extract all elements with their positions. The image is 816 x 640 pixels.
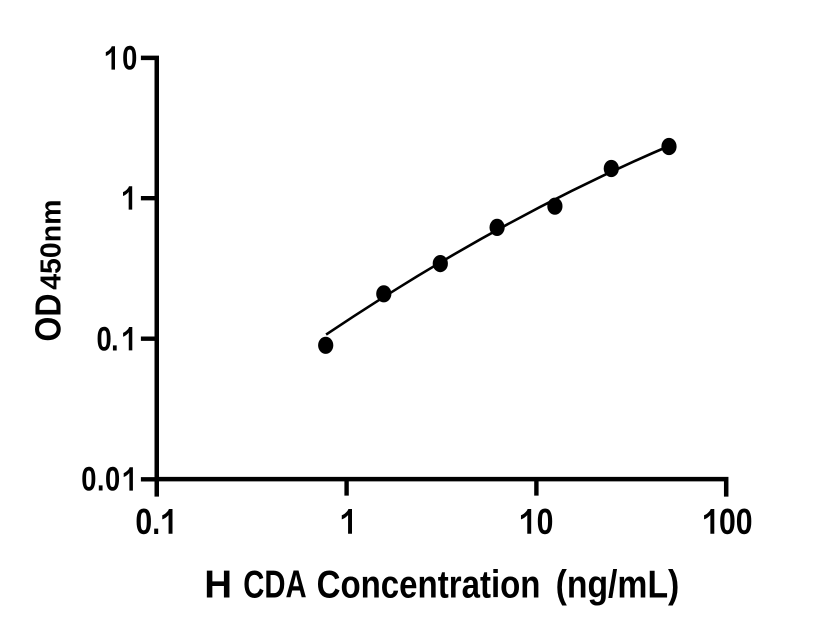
svg-text:H: H	[204, 564, 232, 607]
svg-text:CDA: CDA	[243, 564, 306, 607]
svg-text:.: .	[97, 461, 104, 499]
svg-text:Concentration: Concentration	[317, 564, 541, 607]
svg-text:.: .	[111, 320, 118, 358]
svg-text:OD: OD	[28, 294, 69, 342]
svg-text:0: 0	[81, 461, 96, 499]
svg-text:0: 0	[105, 461, 120, 499]
svg-text:.: .	[152, 501, 160, 542]
svg-text:450nm: 450nm	[36, 199, 68, 289]
svg-text:0: 0	[97, 320, 112, 358]
svg-text:0: 0	[122, 40, 137, 78]
svg-text:0: 0	[736, 501, 753, 542]
svg-text:0: 0	[537, 501, 554, 542]
svg-text:0: 0	[719, 501, 736, 542]
svg-text:(ng/mL): (ng/mL)	[556, 564, 680, 607]
svg-text:0: 0	[135, 501, 152, 542]
